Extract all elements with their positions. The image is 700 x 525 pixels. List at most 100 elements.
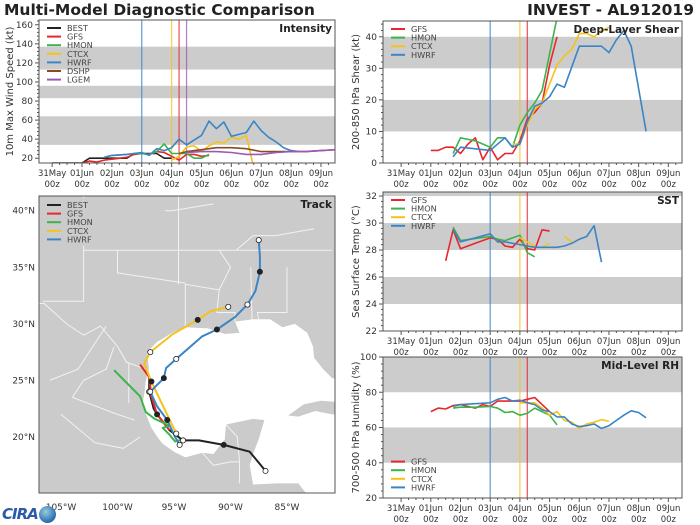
legend-item-best: BEST xyxy=(47,23,89,33)
series-line-hmon xyxy=(453,405,558,426)
track-point-ctcx xyxy=(173,430,180,437)
series-line-lgem xyxy=(186,148,335,156)
legend-label: LGEM xyxy=(67,75,90,85)
legend-label: GFS xyxy=(411,195,427,205)
shaded-band xyxy=(383,427,682,463)
x-tick-label: 08Jun xyxy=(627,504,651,514)
legend-item-hwrf: HWRF xyxy=(391,50,436,60)
x-tick-label: 01Jun xyxy=(70,169,94,179)
x-tick-label: 06Jun xyxy=(567,504,591,514)
x-tick-label: 07Jun xyxy=(249,169,273,179)
y-tick-label: 10 xyxy=(366,127,378,137)
x-tick-label: 31May xyxy=(387,504,415,514)
legend-label: HMON xyxy=(411,33,437,43)
legend-item-hmon: HMON xyxy=(391,204,437,214)
lat-tick-label: 35°N xyxy=(12,263,35,273)
x-tick-label-hour: 00z xyxy=(254,180,270,190)
x-tick-label-hour: 00z xyxy=(542,515,558,525)
x-tick-label-hour: 00z xyxy=(393,348,409,358)
x-tick-label-hour: 00z xyxy=(512,515,528,525)
lat-tick-label: 20°N xyxy=(12,433,35,443)
x-tick-label-hour: 00z xyxy=(453,348,469,358)
x-tick-label-hour: 00z xyxy=(512,180,528,190)
x-tick-label-hour: 00z xyxy=(631,180,647,190)
legend-item-hwrf: HWRF xyxy=(47,234,92,244)
y-axis-label: 200-850 hPa Shear (kt) xyxy=(351,34,362,150)
x-tick-label-hour: 00z xyxy=(601,515,617,525)
y-tick-label: 40 xyxy=(366,459,378,469)
border-line xyxy=(117,250,186,284)
shear-panel: 31May00z01Jun00z02Jun00z03Jun00z04Jun00z… xyxy=(351,20,683,190)
gulf-of-mexico xyxy=(142,319,335,493)
x-tick-label: 31May xyxy=(387,337,415,347)
shaded-band xyxy=(383,357,682,393)
legend-item-gfs: GFS xyxy=(391,195,427,205)
legend-item-ctcx: CTCX xyxy=(47,226,89,236)
border-line xyxy=(165,203,214,212)
legend-label: GFS xyxy=(67,32,83,42)
shaded-band xyxy=(383,277,682,305)
lon-tick-label: 90°W xyxy=(218,503,243,513)
x-tick-label: 06Jun xyxy=(567,337,591,347)
lon-tick-label: 100°W xyxy=(102,503,133,513)
track-line-hmon xyxy=(113,369,184,443)
x-tick-label-hour: 00z xyxy=(483,515,499,525)
x-tick-label: 08Jun xyxy=(627,337,651,347)
x-tick-label-hour: 00z xyxy=(283,180,299,190)
legend-label: HWRF xyxy=(411,482,436,492)
x-tick-label-hour: 00z xyxy=(483,348,499,358)
legend-label: BEST xyxy=(67,23,89,33)
border-line xyxy=(257,267,288,320)
shaded-band xyxy=(383,192,682,197)
series-line-ctcx xyxy=(519,402,610,430)
x-tick-label-hour: 00z xyxy=(601,180,617,190)
x-tick-label-hour: 00z xyxy=(423,515,439,525)
track-point-hwrf xyxy=(176,441,183,448)
y-tick-label: 24 xyxy=(366,300,378,310)
legend-label: HMON xyxy=(411,465,437,475)
border-line xyxy=(235,228,315,251)
series-line-gfs xyxy=(430,36,558,161)
x-tick-label-hour: 00z xyxy=(393,180,409,190)
series-line-hwrf xyxy=(104,120,299,159)
track-point-hwrf xyxy=(160,375,167,382)
panel-title: SST xyxy=(657,195,680,207)
x-tick-label: 06Jun xyxy=(567,169,591,179)
track-point-hwrf xyxy=(256,268,263,275)
legend-item-gfs: GFS xyxy=(47,32,83,42)
x-tick-label: 02Jun xyxy=(448,337,472,347)
x-tick-label: 04Jun xyxy=(508,169,532,179)
x-tick-label: 07Jun xyxy=(597,504,621,514)
track-point-ctcx xyxy=(148,378,155,385)
sst-panel: 31May00z01Jun00z02Jun00z03Jun00z04Jun00z… xyxy=(351,191,683,358)
y-tick-label: 30 xyxy=(366,219,378,229)
x-tick-label: 01Jun xyxy=(419,169,443,179)
legend-label: HMON xyxy=(67,40,93,50)
x-tick-label-hour: 00z xyxy=(483,180,499,190)
legend-item-hmon: HMON xyxy=(391,465,437,475)
legend-label: GFS xyxy=(411,24,427,34)
legend-label: HMON xyxy=(67,217,93,227)
x-tick-label-hour: 00z xyxy=(542,348,558,358)
x-tick-label: 05Jun xyxy=(538,504,562,514)
legend-label: HWRF xyxy=(411,221,436,231)
x-tick-label: 07Jun xyxy=(597,337,621,347)
x-tick-label-hour: 00z xyxy=(512,348,528,358)
track-point-best xyxy=(262,467,269,474)
series-line-hwrf xyxy=(452,396,647,430)
series-line-gfs xyxy=(444,229,550,261)
border-line xyxy=(60,414,141,449)
y-tick-label: 60 xyxy=(22,116,34,126)
legend-item-ctcx: CTCX xyxy=(391,474,433,484)
legend-label: HMON xyxy=(411,204,437,214)
lat-tick-label: 25°N xyxy=(12,376,35,386)
x-tick-label: 31May xyxy=(38,169,66,179)
x-tick-label: 04Jun xyxy=(508,504,532,514)
x-tick-label: 08Jun xyxy=(627,169,651,179)
y-tick-label: 40 xyxy=(22,135,34,145)
y-tick-label: 26 xyxy=(366,273,378,283)
x-tick-label: 05Jun xyxy=(538,169,562,179)
y-tick-label: 80 xyxy=(366,388,378,398)
